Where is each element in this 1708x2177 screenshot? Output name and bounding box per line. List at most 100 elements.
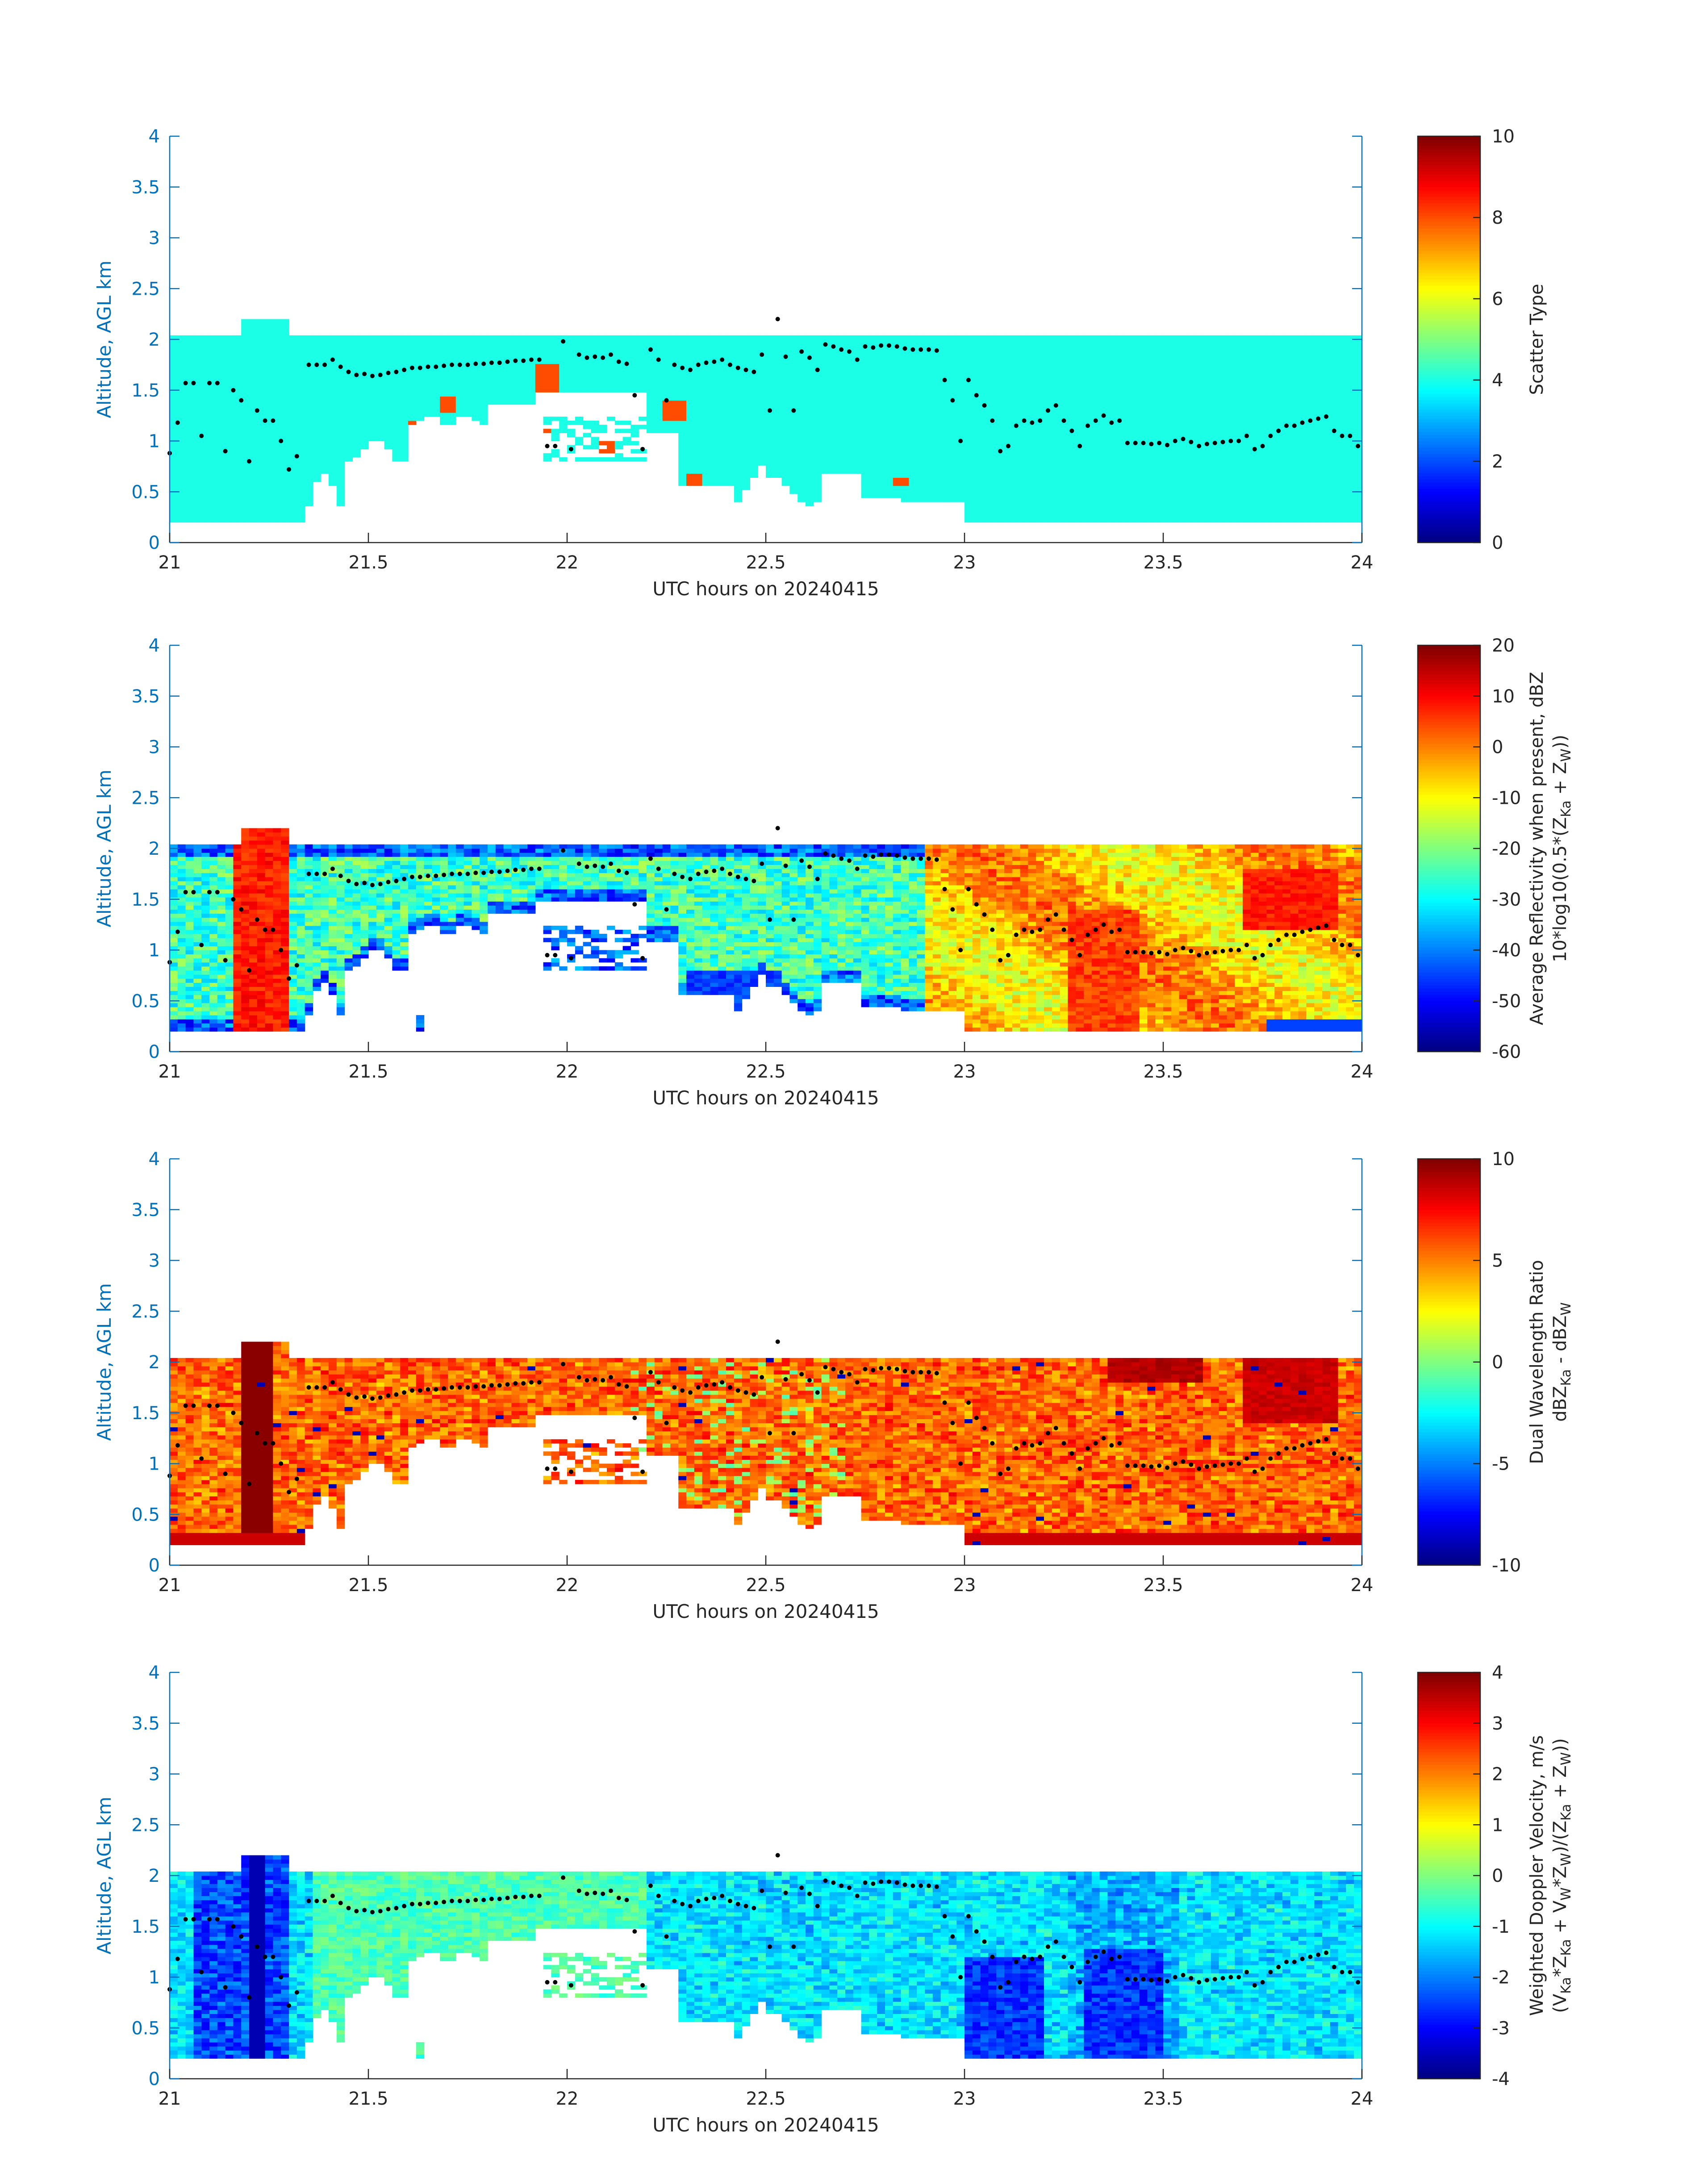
heatmap-cell (1243, 384, 1251, 389)
heatmap-cell (209, 469, 217, 474)
heatmap-cell (615, 380, 623, 384)
heatmap-cell (273, 469, 281, 474)
heatmap-cell (694, 465, 702, 470)
heatmap-cell (702, 433, 710, 437)
heatmap-cell (281, 409, 289, 413)
heatmap-cell (1235, 502, 1243, 506)
heatmap-cell (901, 425, 909, 429)
heatmap-cell (1068, 445, 1076, 450)
heatmap-cell (981, 364, 989, 368)
heatmap-cell (1012, 339, 1020, 344)
heatmap-cell (1036, 486, 1044, 490)
heatmap-cell (1076, 494, 1084, 498)
heatmap-cell (948, 421, 956, 425)
heatmap-cell (1171, 425, 1179, 429)
heatmap-cell (1147, 425, 1155, 429)
heatmap-cell (750, 388, 758, 393)
heatmap-cell (1044, 482, 1052, 486)
heatmap-cell (1163, 368, 1171, 372)
heatmap-cell (1251, 482, 1259, 486)
heatmap-cell (305, 413, 313, 417)
heatmap-cell (965, 360, 973, 364)
heatmap-cell (297, 384, 305, 389)
heatmap-cell (472, 409, 480, 413)
heatmap-cell (758, 392, 766, 397)
heatmap-cell (829, 421, 837, 425)
heatmap-cell (829, 351, 837, 356)
heatmap-cell (480, 392, 488, 397)
heatmap-cell (265, 510, 273, 514)
heatmap-cell (567, 360, 575, 364)
heatmap-cell (1060, 347, 1068, 352)
heatmap-cell (416, 417, 424, 421)
heatmap-cell (456, 392, 464, 397)
heatmap-cell (1100, 392, 1108, 397)
heatmap-cell (845, 469, 853, 474)
heatmap-cell (281, 518, 289, 522)
heatmap-cell (583, 384, 591, 389)
heatmap-cell (734, 384, 742, 389)
heatmap-cell (1163, 339, 1171, 344)
heatmap-cell (869, 421, 877, 425)
heatmap-cell (853, 401, 861, 405)
heatmap-cell (798, 425, 806, 429)
heatmap-cell (806, 477, 814, 482)
heatmap-cell (384, 413, 393, 417)
heatmap-cell (1100, 457, 1108, 462)
heatmap-cell (1203, 510, 1211, 514)
heatmap-cell (758, 372, 766, 376)
heatmap-cell (337, 429, 345, 433)
heatmap-cell (893, 335, 901, 340)
heatmap-cell (186, 347, 194, 352)
heatmap-cell (178, 473, 186, 478)
heatmap-cell (1187, 401, 1195, 405)
heatmap-cell (885, 396, 893, 401)
heatmap-cell (798, 490, 806, 494)
heatmap-cell (933, 421, 941, 425)
heatmap-cell (774, 392, 782, 397)
heatmap-cell (702, 347, 710, 352)
heatmap-cell (1163, 506, 1171, 510)
heatmap-cell (1179, 477, 1187, 482)
heatmap-cell (829, 433, 837, 437)
heatmap-cell (655, 347, 663, 352)
heatmap-cell (861, 392, 869, 397)
heatmap-cell (273, 409, 281, 413)
heatmap-cell (233, 473, 241, 478)
heatmap-cell (567, 433, 575, 437)
heatmap-cell (893, 494, 901, 498)
heatmap-cell (774, 449, 782, 454)
heatmap-cell (639, 368, 647, 372)
heatmap-cell (893, 465, 901, 470)
heatmap-cell (186, 433, 194, 437)
heatmap-cell (352, 335, 360, 340)
heatmap-cell (1060, 437, 1068, 441)
heatmap-cell (1259, 461, 1267, 466)
heatmap-cell (806, 445, 814, 450)
heatmap-cell (1076, 405, 1084, 409)
heatmap-cell (1163, 486, 1171, 490)
heatmap-cell (1020, 376, 1028, 380)
heatmap-cell (956, 433, 965, 437)
heatmap-cell (1187, 380, 1195, 384)
heatmap-cell (1044, 518, 1052, 522)
heatmap-cell (297, 364, 305, 368)
heatmap-cell (305, 376, 313, 380)
heatmap-cell (956, 364, 965, 368)
heatmap-cell (893, 409, 901, 413)
heatmap-cell (456, 384, 464, 389)
heatmap-cell (226, 339, 234, 344)
heatmap-cell (337, 409, 345, 413)
heatmap-cell (511, 396, 519, 401)
heatmap-cell (909, 441, 917, 446)
heatmap-cell (607, 445, 615, 450)
heatmap-cell (869, 461, 877, 466)
heatmap-cell (186, 429, 194, 433)
heatmap-cell (432, 339, 440, 344)
heatmap-cell (726, 396, 734, 401)
heatmap-cell (1060, 339, 1068, 344)
heatmap-cell (543, 429, 551, 433)
heatmap-cell (257, 335, 265, 340)
heatmap-cell (599, 335, 607, 340)
heatmap-cell (480, 401, 488, 405)
